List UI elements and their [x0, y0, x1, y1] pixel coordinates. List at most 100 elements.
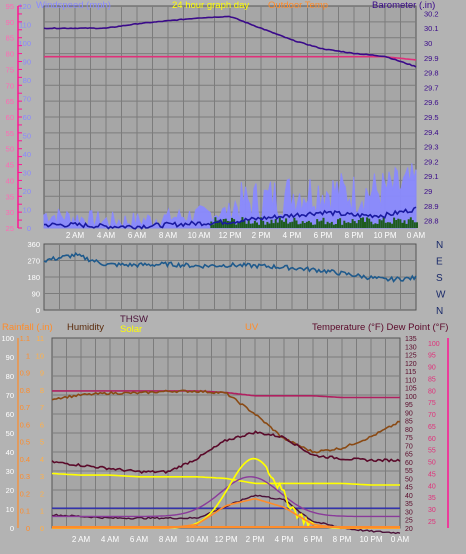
- uv-tick-label: 0: [40, 524, 44, 533]
- dewpoint-tick-label: 55: [428, 448, 436, 455]
- gust-bar: [382, 217, 385, 228]
- compass-label: N: [436, 306, 443, 317]
- humidity-tick-label: 100: [1, 334, 14, 343]
- temperature-line: [51, 430, 401, 475]
- temp-tick-label: 0: [27, 224, 31, 233]
- wind-tick-label: 60: [6, 113, 14, 122]
- barometer-line: [43, 15, 417, 68]
- gust-bar: [249, 223, 252, 228]
- gust-bar: [353, 221, 356, 228]
- time-tick-label: 6 AM: [128, 231, 147, 240]
- direction-tick-label: 0: [36, 306, 40, 315]
- thsw-label: THSW: [120, 314, 148, 325]
- humidity-tick-label: 50: [6, 429, 14, 438]
- gust-bar: [295, 220, 298, 228]
- gust-bar: [332, 224, 335, 228]
- gust-bar: [341, 224, 344, 228]
- time-tick-label: 10 AM: [188, 231, 211, 240]
- time-tick-label: 4 AM: [97, 231, 116, 240]
- gust-bar: [397, 218, 400, 228]
- gust-bar: [293, 217, 296, 228]
- gust-bar: [291, 221, 294, 228]
- gust-bar: [376, 223, 379, 228]
- gust-bar: [299, 223, 302, 228]
- gust-bar: [314, 224, 317, 228]
- compass-label: N: [436, 240, 443, 251]
- temp-tick-label: 50: [23, 132, 31, 141]
- gust-bar: [258, 224, 261, 228]
- gust-bar: [212, 224, 215, 228]
- gust-bar: [334, 224, 337, 228]
- uv-tick-label: 4: [40, 455, 44, 464]
- uv-tick-label: 11: [36, 334, 44, 343]
- dewpoint-tick-label: 85: [428, 376, 436, 383]
- temp-tick-label: 20: [23, 187, 31, 196]
- gust-bar: [256, 222, 258, 228]
- time-tick-label: 12 PM: [214, 535, 237, 544]
- wind-tick-label: 30: [6, 208, 14, 217]
- time-tick-label: 0 AM: [407, 231, 426, 240]
- gust-bar: [235, 224, 238, 228]
- uv-tick-label: 3: [40, 472, 44, 481]
- gust-bar: [229, 221, 231, 228]
- gust-bar: [289, 222, 292, 228]
- period-label: 24 hour graph day: [172, 0, 249, 11]
- humidity-tick-label: 80: [6, 372, 14, 381]
- baro-tick-label: 29.3: [424, 143, 439, 152]
- uv-tick-label: 9: [40, 369, 44, 378]
- gust-bar: [413, 222, 416, 228]
- humidity-tick-label: 20: [6, 486, 14, 495]
- dewpoint-tick-label: 80: [428, 388, 436, 395]
- gust-bar: [372, 224, 375, 228]
- temp-tick-label: 80: [23, 76, 31, 85]
- uv-tick-label: 8: [40, 386, 44, 395]
- humidity-tick-label: 40: [6, 448, 14, 457]
- gust-bar: [305, 221, 308, 228]
- rainfall-label: Rainfall (.in): [2, 322, 53, 333]
- gust-bar: [359, 217, 362, 228]
- gust-bar: [297, 224, 300, 228]
- wind-tick-label: 85: [6, 34, 14, 43]
- humidity-tick-label: 60: [6, 410, 14, 419]
- time-tick-label: 10 PM: [373, 231, 396, 240]
- gust-bar: [316, 219, 319, 228]
- temperature-tick-label: 135: [405, 336, 417, 343]
- temperature-tick-label: 80: [405, 427, 413, 434]
- direction-tick-label: 180: [27, 273, 40, 282]
- gust-bar: [409, 217, 412, 228]
- gust-bar: [272, 223, 275, 228]
- gust-bar: [366, 217, 369, 228]
- windspeed-label: Windspeed (mph): [36, 0, 111, 11]
- time-tick-label: 12 PM: [218, 231, 241, 240]
- gust-bar: [243, 219, 246, 228]
- gust-bar: [216, 220, 219, 228]
- time-tick-label: 2 AM: [66, 231, 85, 240]
- time-tick-label: 6 AM: [130, 535, 149, 544]
- temp-tick-label: 40: [23, 150, 31, 159]
- humidity-tick-label: 70: [6, 391, 14, 400]
- gust-bar: [411, 220, 414, 228]
- gust-bar: [278, 217, 281, 228]
- gust-bar: [339, 218, 342, 228]
- temperature-tick-label: 100: [405, 394, 417, 401]
- wind-tick-label: 80: [6, 50, 14, 59]
- gust-bar: [287, 223, 290, 228]
- rain-tick-label: 0.5: [20, 438, 30, 447]
- rain-tick-label: 0.4: [20, 455, 30, 464]
- compass-label: W: [436, 290, 446, 301]
- gust-bar: [312, 224, 315, 228]
- gust-bar: [274, 219, 277, 228]
- solar-label: Solar: [120, 324, 142, 335]
- gust-bar: [303, 223, 306, 228]
- time-tick-label: 8 PM: [345, 231, 364, 240]
- temperature-tick-label: 60: [405, 460, 413, 467]
- gust-bar: [239, 221, 242, 228]
- wind-tick-label: 25: [6, 224, 14, 233]
- baro-tick-label: 30.1: [424, 24, 439, 33]
- dewpoint-tick-label: 45: [428, 471, 436, 478]
- gust-bar: [324, 224, 327, 228]
- gust-bar: [374, 223, 377, 228]
- temp-dew-label: Temperature (°F) Dew Point (°F): [312, 322, 448, 333]
